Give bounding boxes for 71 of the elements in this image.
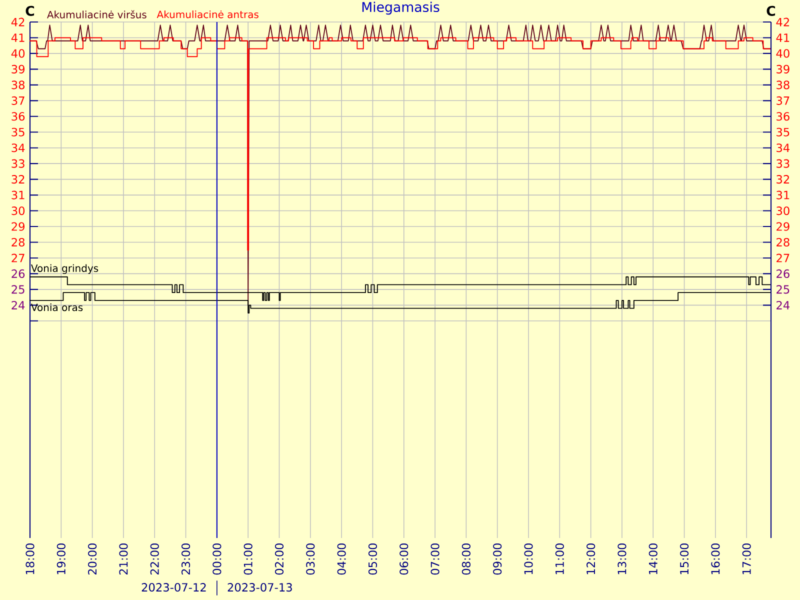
y2-tick-label: 39: [776, 64, 790, 74]
y-tick-label: 41: [11, 34, 24, 42]
y2-tick-label: 42: [776, 18, 790, 26]
x-tick-label: 07:00: [430, 543, 440, 575]
y-tick-label: 32: [12, 175, 24, 184]
y-tick-label: 42: [11, 18, 24, 26]
series-label: Akumuliacinė viršus: [47, 10, 146, 18]
x-tick-label: 18:00: [26, 543, 34, 574]
x-tick-label: 13:00: [618, 543, 626, 574]
text: 2023-07-13: [228, 583, 292, 592]
y-tick-label: 35: [12, 128, 24, 136]
x-tick-label: 21:00: [119, 543, 128, 575]
y2-tick-label: 29: [776, 222, 790, 231]
y-axis-title: C: [26, 6, 34, 16]
y-tick-label: 36: [12, 112, 25, 121]
x-tick-label: 23:00: [182, 543, 190, 575]
series-label: Vonia grindys: [31, 264, 98, 274]
y-tick-label: 38: [12, 80, 25, 90]
y-tick-label: 26: [12, 269, 25, 278]
y-tick-label: 37: [12, 96, 24, 105]
x-tick-label: 16:00: [711, 543, 720, 574]
y2-tick-label: 30: [776, 206, 790, 216]
x-tick-label: 12:00: [586, 543, 596, 574]
y2-tick-label: 33: [776, 159, 790, 168]
y-tick-label: 28: [12, 238, 25, 247]
y2-tick-label: 37: [776, 96, 790, 105]
x-tick-label: 14:00: [648, 543, 658, 574]
y-tick-label: 30: [12, 206, 25, 216]
chart-title: Miegamasis: [362, 2, 440, 15]
x-tick-label: 15:00: [680, 543, 689, 574]
y2-axis-title: C: [766, 6, 776, 16]
x-tick-label: 19:00: [56, 543, 66, 574]
y2-tick-label: 26: [776, 269, 790, 278]
x-tick-label: 06:00: [400, 543, 408, 575]
y-tick-label: 25: [12, 285, 24, 294]
x-tick-label: 17:00: [742, 543, 751, 574]
y2-tick-label: 34: [776, 144, 790, 152]
x-tick-label: 02:00: [274, 543, 284, 575]
y2-tick-label: 36: [776, 112, 790, 121]
x-tick-label: 22:00: [150, 543, 159, 575]
y2-tick-label: 32: [776, 175, 790, 184]
x-tick-label: 00:00: [212, 543, 222, 575]
text: Akumuliacinė antras: [156, 10, 258, 18]
y2-tick-label: 27: [776, 254, 790, 262]
y-tick-label: 33: [12, 159, 24, 168]
y-tick-label: 40: [11, 49, 25, 58]
x-tick-label: 01:00: [244, 543, 252, 575]
y-tick-label: 27: [12, 254, 24, 262]
y-tick-label: 31: [12, 190, 24, 200]
x-tick-label: 08:00: [462, 543, 470, 575]
y2-tick-label: 40: [776, 49, 790, 58]
y2-tick-label: 38: [776, 80, 790, 90]
y-tick-label: 29: [12, 222, 24, 231]
y-tick-label: 24: [12, 300, 25, 310]
y2-tick-label: 28: [776, 238, 790, 247]
x-tick-label: 05:00: [368, 543, 378, 575]
y-tick-label: 34: [12, 144, 25, 152]
y2-tick-label: 25: [776, 285, 790, 294]
x-tick-label: 04:00: [337, 543, 346, 575]
x-tick-label: 10:00: [524, 543, 533, 574]
y2-tick-label: 41: [776, 34, 790, 42]
series-label: Vonia oras: [31, 303, 83, 312]
x-tick-label: 11:00: [555, 543, 564, 574]
x-tick-label: 20:00: [88, 543, 97, 575]
y-tick-label: 39: [12, 64, 24, 74]
y2-tick-label: 35: [776, 128, 790, 136]
text: 2023-07-12: [142, 583, 206, 592]
x-tick-label: 03:00: [306, 543, 315, 575]
x-tick-label: 09:00: [493, 543, 502, 575]
y2-tick-label: 24: [776, 300, 790, 310]
y2-tick-label: 31: [776, 190, 790, 200]
